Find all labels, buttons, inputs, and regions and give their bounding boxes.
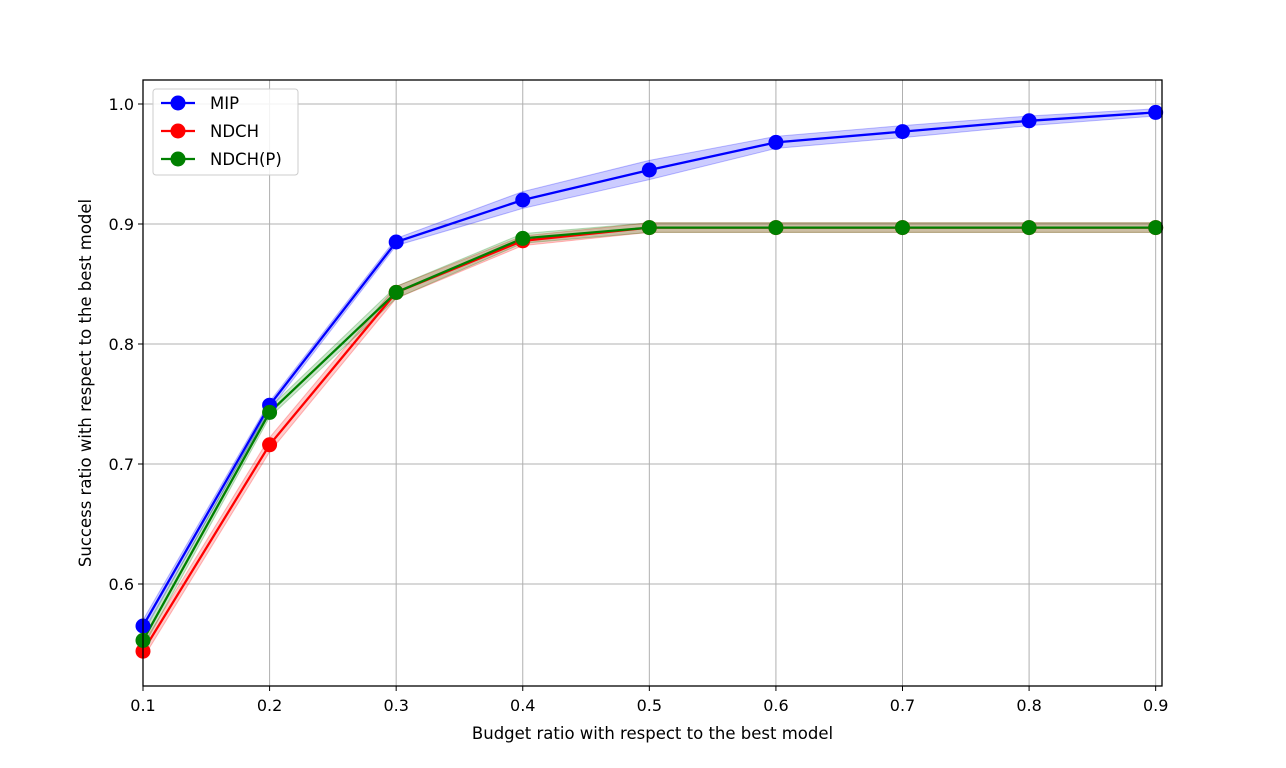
y-tick-label: 1.0: [109, 95, 134, 114]
legend-label: NDCH(P): [210, 150, 282, 169]
x-tick-label: 0.1: [130, 696, 155, 715]
legend-label: MIP: [210, 94, 239, 113]
y-axis-label: Success ratio with respect to the best m…: [76, 199, 95, 567]
data-point: [1021, 113, 1037, 129]
data-point: [262, 437, 278, 453]
series-points: [135, 104, 1164, 659]
x-axis-ticks: 0.1 0.2 0.3 0.4 0.5 0.6 0.7 0.8 0.9: [130, 686, 1168, 715]
plot-frame: [142, 79, 1163, 687]
data-point: [1148, 220, 1164, 236]
x-tick-label: 0.4: [510, 696, 535, 715]
y-axis-ticks: 0.6 0.7 0.8 0.9 1.0: [109, 95, 143, 594]
data-point: [768, 220, 784, 236]
y-tick-label: 0.8: [109, 335, 134, 354]
legend-label: NDCH: [210, 122, 259, 141]
x-tick-label: 0.3: [383, 696, 408, 715]
x-tick-label: 0.2: [257, 696, 282, 715]
data-point: [515, 230, 531, 246]
x-tick-label: 0.6: [763, 696, 788, 715]
data-point: [388, 234, 404, 250]
data-point: [641, 162, 657, 178]
legend-swatch-marker: [170, 95, 186, 111]
legend-box: [152, 88, 299, 176]
legend-swatch-marker: [170, 123, 186, 139]
data-point: [1148, 104, 1164, 120]
x-tick-label: 0.5: [637, 696, 662, 715]
data-point: [1021, 220, 1037, 236]
x-tick-label: 0.7: [890, 696, 915, 715]
legend-swatch-marker: [170, 151, 186, 167]
x-tick-label: 0.8: [1016, 696, 1041, 715]
data-point: [388, 284, 404, 300]
data-point: [768, 134, 784, 150]
y-tick-label: 0.6: [109, 575, 134, 594]
grid: [142, 80, 1162, 686]
y-tick-label: 0.9: [109, 215, 134, 234]
data-point: [895, 220, 911, 236]
data-point: [895, 124, 911, 140]
x-axis-label: Budget ratio with respect to the best mo…: [472, 724, 833, 743]
y-tick-label: 0.7: [109, 455, 134, 474]
data-point: [262, 404, 278, 420]
x-tick-label: 0.9: [1143, 696, 1168, 715]
legend: MIP NDCH NDCH(P): [152, 88, 299, 176]
data-point: [515, 192, 531, 208]
data-point: [641, 220, 657, 236]
